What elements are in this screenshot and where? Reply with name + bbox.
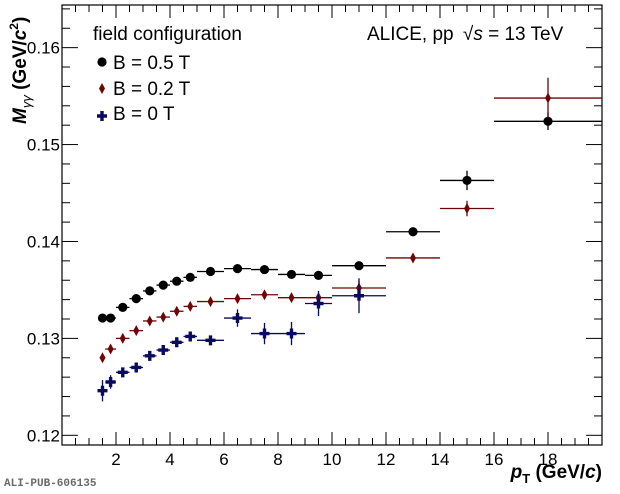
y-title-sub: γγ <box>19 94 34 109</box>
publication-id: ALI-PUB-606135 <box>4 478 97 490</box>
data-point <box>131 294 141 304</box>
data-point <box>313 298 324 309</box>
legend-entry-b05: B = 0.5 T <box>113 53 191 74</box>
data-point <box>288 292 295 304</box>
data-point <box>131 362 142 373</box>
data-point <box>144 350 155 361</box>
y-tick-label: 0.15 <box>27 136 60 155</box>
data-point <box>313 270 324 280</box>
data-point <box>118 302 128 312</box>
axis-tick-labels: 2 4 6 8 10 12 14 16 18 0.12 0.13 0.14 0.15 0.16 <box>27 39 558 469</box>
y-axis-title: Mγγ (GeV/c2) <box>7 17 34 124</box>
x-axis-title: pT (GeV/c) <box>510 462 602 486</box>
x-tick-label: 16 <box>485 450 504 469</box>
y-tick-label: 0.13 <box>27 329 60 348</box>
data-point <box>107 343 114 355</box>
data-point <box>172 276 182 286</box>
x-title-unit-close: ) <box>596 462 602 483</box>
legend-marker-b02-diamond-icon <box>99 83 105 94</box>
data-point <box>354 290 364 301</box>
legend-marker-b0-cross-icon <box>97 111 108 122</box>
plot-frame <box>61 4 603 446</box>
legend-entry-b02: B = 0.2 T <box>113 79 191 100</box>
x-tick-label: 2 <box>111 450 120 469</box>
y-title-unit-c: c <box>10 29 31 40</box>
data-point <box>99 352 106 364</box>
legend: field configuration B = 0.5 T B = 0.2 T … <box>93 24 242 125</box>
data-point <box>97 313 108 323</box>
y-title-unit-open: (GeV/ <box>10 40 31 96</box>
x-tick-label: 6 <box>219 450 228 469</box>
data-point <box>185 331 196 342</box>
annotation-prefix: ALICE, pp <box>367 24 459 45</box>
data-point <box>259 264 270 275</box>
x-tick-label: 18 <box>539 450 558 469</box>
annotation-sqrt-s: s <box>473 24 483 45</box>
legend-marker-b05-circle-icon <box>97 57 107 67</box>
data-point <box>410 252 416 264</box>
y-tick-label: 0.16 <box>27 39 60 58</box>
data-point <box>464 203 470 215</box>
data-point <box>207 296 214 308</box>
y-tick-label: 0.12 <box>27 426 60 445</box>
data-point <box>205 335 216 346</box>
x-title-sub: T <box>522 471 530 486</box>
x-title-unit-c: c <box>585 462 596 483</box>
data-point <box>146 315 153 327</box>
data-point <box>408 227 418 237</box>
y-title-unit-close: ) <box>10 17 31 23</box>
data-point <box>545 92 551 104</box>
data-point <box>97 385 108 396</box>
x-title-p: p <box>510 462 523 483</box>
data-point <box>286 269 297 280</box>
x-tick-label: 4 <box>165 450 174 469</box>
data-point <box>106 313 116 323</box>
data-point <box>185 272 195 282</box>
data-point <box>173 305 180 317</box>
data-point <box>160 311 167 323</box>
data-point <box>105 377 116 388</box>
y-title-sup: 2 <box>7 23 21 30</box>
data-point <box>286 328 297 339</box>
data-point <box>259 328 270 339</box>
legend-entry-b0: B = 0 T <box>113 104 175 125</box>
data-point <box>117 367 128 378</box>
axis-ticks <box>62 5 602 445</box>
data-point <box>234 293 241 305</box>
data-point <box>133 325 140 337</box>
sqrt-symbol: √ <box>463 24 474 45</box>
data-point <box>119 332 126 344</box>
x-tick-label: 10 <box>323 450 342 469</box>
y-tick-label: 0.14 <box>27 232 60 251</box>
data-point <box>145 286 155 296</box>
data-point <box>205 266 216 277</box>
data-point <box>354 261 364 271</box>
x-title-unit-open: (GeV/ <box>530 462 586 483</box>
data-point <box>232 264 243 274</box>
data-point <box>158 345 169 356</box>
experiment-annotation: ALICE, pp √s = 13 TeV <box>367 24 564 45</box>
series-b-0-5-t <box>97 112 602 323</box>
data-point <box>261 289 268 301</box>
data-point <box>158 280 168 290</box>
annotation-suffix: = 13 TeV <box>483 24 564 45</box>
data-point <box>462 175 472 186</box>
x-tick-label: 14 <box>431 450 450 469</box>
data-point <box>543 116 553 126</box>
data-point <box>187 300 194 312</box>
data-point <box>232 313 243 324</box>
series-b-0-t <box>97 278 386 402</box>
data-point <box>171 337 182 348</box>
y-title-m: M <box>10 107 31 124</box>
x-tick-label: 12 <box>377 450 396 469</box>
x-tick-label: 8 <box>273 450 282 469</box>
legend-title: field configuration <box>93 24 242 45</box>
data-points <box>97 77 602 402</box>
